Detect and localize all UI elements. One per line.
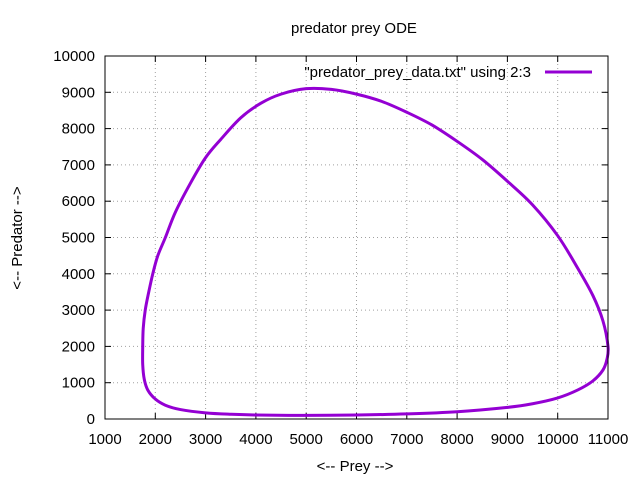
plot-border (104, 55, 609, 420)
x-tick-label: 4000 (239, 431, 272, 448)
y-tick-label: 7000 (62, 157, 95, 174)
y-tick-label: 5000 (62, 230, 95, 247)
x-tick-label: 2000 (139, 431, 172, 448)
grid (105, 56, 608, 419)
x-tick-label: 3000 (189, 431, 222, 448)
legend: "predator_prey_data.txt" using 2:3 (304, 64, 592, 81)
y-tick-label: 9000 (62, 84, 95, 101)
x-tick-label: 1000 (88, 431, 121, 448)
y-tick-label: 1000 (62, 375, 95, 392)
x-tick-label: 9000 (491, 431, 524, 448)
chart-title: predator prey ODE (291, 20, 417, 37)
y-tick-label: 4000 (62, 266, 95, 283)
x-tick-label: 7000 (390, 431, 423, 448)
y-tick-label: 0 (87, 411, 95, 428)
y-tick-label: 10000 (53, 48, 95, 65)
y-tick-label: 2000 (62, 338, 95, 355)
y-tick-label: 3000 (62, 302, 95, 319)
legend-label: "predator_prey_data.txt" using 2:3 (304, 64, 531, 81)
x-ticks: 1000 2000 3000 4000 5000 6000 7000 8000 9000 1000… (88, 56, 628, 448)
x-axis-label: <-- Prey --> (317, 458, 394, 475)
y-tick-label: 8000 (62, 121, 95, 138)
x-tick-label: 10000 (537, 431, 579, 448)
y-tick-label: 6000 (62, 193, 95, 210)
y-ticks: 0 1000 2000 3000 4000 5000 6000 7000 8000 9000 100… (53, 48, 608, 428)
x-tick-label: 11000 (588, 431, 629, 448)
y-axis-label: <-- Predator --> (9, 186, 26, 290)
series-line (141, 86, 610, 417)
x-tick-label: 6000 (340, 431, 373, 448)
x-tick-label: 8000 (440, 431, 473, 448)
x-tick-label: 5000 (290, 431, 323, 448)
